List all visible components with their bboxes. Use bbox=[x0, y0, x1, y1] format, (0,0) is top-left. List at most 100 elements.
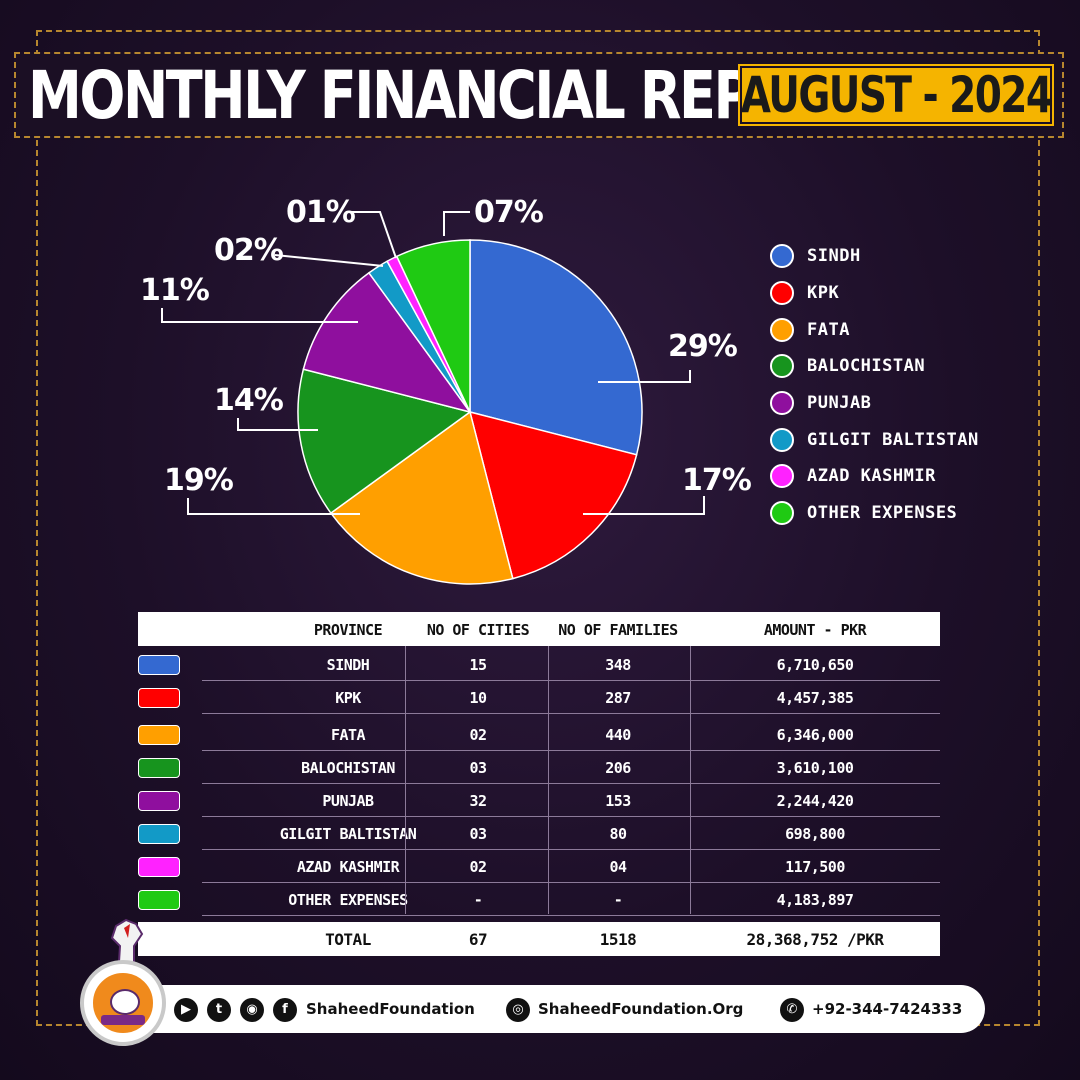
cell-cities: 15 bbox=[469, 656, 487, 674]
footer-bar: ▶ t ◉ f ShaheedFoundation ◎ ShaheedFound… bbox=[120, 985, 985, 1033]
header-cities: NO OF CITIES bbox=[426, 621, 530, 639]
legend-label: BALOCHISTAN bbox=[807, 356, 926, 377]
cell-families: 153 bbox=[605, 792, 631, 810]
legend-item: SINDH bbox=[770, 238, 979, 275]
globe-emblem-icon bbox=[110, 989, 140, 1015]
cell-amount: 4,183,897 bbox=[776, 891, 854, 909]
cell-amount: 6,710,650 bbox=[776, 656, 854, 674]
legend-swatch bbox=[770, 244, 794, 269]
table-row: SINDH 15 348 6,710,650 bbox=[138, 648, 940, 681]
row-divider bbox=[202, 849, 940, 850]
cell-province: FATA bbox=[330, 726, 366, 744]
row-divider bbox=[202, 680, 940, 681]
legend-swatch bbox=[770, 354, 794, 379]
leader-line bbox=[274, 254, 384, 267]
cell-cities: 02 bbox=[469, 858, 487, 876]
table-row: PUNJAB 32 153 2,244,420 bbox=[138, 784, 940, 817]
period-text: AUGUST - 2024 bbox=[740, 66, 1053, 124]
legend-swatch bbox=[770, 391, 794, 416]
slice-percent-label: 11% bbox=[140, 273, 210, 308]
slice-percent-label: 14% bbox=[214, 383, 284, 418]
slice-percent-label: 17% bbox=[682, 463, 752, 498]
cell-families: 348 bbox=[605, 656, 631, 674]
website-link[interactable]: ShaheedFoundation.Org bbox=[538, 1000, 744, 1018]
total-row: TOTAL 67 1518 28,368,752 /PKR bbox=[138, 922, 940, 956]
total-label: TOTAL bbox=[325, 930, 371, 949]
total-amount: 28,368,752 /PKR bbox=[746, 930, 885, 949]
cell-amount: 4,457,385 bbox=[776, 689, 854, 707]
cell-province: BALOCHISTAN bbox=[301, 759, 395, 777]
cell-cities: 03 bbox=[469, 825, 487, 843]
cell-amount: 698,800 bbox=[785, 825, 845, 843]
slice-percent-label: 02% bbox=[214, 233, 284, 268]
legend-label: AZAD KASHMIR bbox=[807, 466, 936, 487]
table-row: BALOCHISTAN 03 206 3,610,100 bbox=[138, 751, 940, 784]
leader-line bbox=[346, 211, 397, 259]
cell-amount: 117,500 bbox=[785, 858, 845, 876]
legend-swatch bbox=[770, 501, 794, 526]
row-divider bbox=[202, 750, 940, 751]
column-divider bbox=[405, 646, 406, 914]
pie-slice-kpk bbox=[468, 410, 638, 580]
leader-line bbox=[237, 418, 318, 431]
cell-cities: 02 bbox=[469, 726, 487, 744]
leader-line bbox=[161, 308, 358, 323]
row-color-swatch bbox=[138, 758, 180, 778]
cell-province: AZAD KASHMIR bbox=[296, 858, 400, 876]
legend-label: PUNJAB bbox=[807, 393, 872, 414]
legend-item: KPK bbox=[770, 275, 979, 312]
leader-line bbox=[187, 498, 360, 515]
row-color-swatch bbox=[138, 791, 180, 811]
pie-slice-punjab bbox=[302, 271, 472, 414]
header-province: PROVINCE bbox=[313, 621, 383, 639]
row-color-swatch bbox=[138, 725, 180, 745]
cell-province: PUNJAB bbox=[322, 792, 374, 810]
cell-amount: 6,346,000 bbox=[776, 726, 854, 744]
cell-families: - bbox=[613, 891, 623, 909]
cell-province: SINDH bbox=[326, 656, 370, 674]
pie-slice-fata bbox=[329, 410, 514, 585]
cell-cities: - bbox=[473, 891, 483, 909]
legend-item: FATA bbox=[770, 311, 979, 348]
legend-label: OTHER EXPENSES bbox=[807, 503, 958, 524]
leader-line bbox=[443, 211, 470, 236]
legend-swatch bbox=[770, 464, 794, 489]
total-cities: 67 bbox=[468, 930, 488, 949]
twitter-icon[interactable]: t bbox=[207, 998, 231, 1022]
table-row: FATA 02 440 6,346,000 bbox=[138, 718, 940, 751]
slice-percent-label: 01% bbox=[286, 195, 356, 230]
social-handle[interactable]: ShaheedFoundation bbox=[306, 1000, 475, 1018]
legend-item: BALOCHISTAN bbox=[770, 348, 979, 385]
period-badge: AUGUST - 2024 bbox=[738, 64, 1054, 126]
row-divider bbox=[202, 915, 940, 916]
legend-swatch bbox=[770, 427, 794, 452]
table-header: PROVINCE NO OF CITIES NO OF FAMILIES AMO… bbox=[138, 612, 940, 646]
slice-percent-label: 29% bbox=[668, 329, 738, 364]
pie-slice-sindh bbox=[469, 239, 643, 456]
leader-line bbox=[583, 496, 705, 515]
legend-label: SINDH bbox=[807, 246, 861, 267]
cell-families: 206 bbox=[605, 759, 631, 777]
facebook-icon[interactable]: f bbox=[273, 998, 297, 1022]
column-divider bbox=[690, 646, 691, 914]
legend-swatch bbox=[770, 317, 794, 342]
phone-number[interactable]: +92-344-7424333 bbox=[812, 1000, 963, 1018]
instagram-icon[interactable]: ◉ bbox=[240, 998, 264, 1022]
youtube-icon[interactable]: ▶ bbox=[174, 998, 198, 1022]
pie-slice-other-expenses bbox=[395, 239, 471, 413]
legend-item: PUNJAB bbox=[770, 385, 979, 422]
table-row: OTHER EXPENSES - - 4,183,897 bbox=[138, 883, 940, 916]
row-color-swatch bbox=[138, 890, 180, 910]
phone-icon: ✆ bbox=[780, 998, 804, 1022]
row-color-swatch bbox=[138, 824, 180, 844]
report-title: MONTHLY FINANCIAL REPORT bbox=[28, 57, 868, 134]
row-color-swatch bbox=[138, 857, 180, 877]
row-divider bbox=[202, 816, 940, 817]
foundation-logo bbox=[80, 960, 166, 1046]
total-families: 1518 bbox=[599, 930, 637, 949]
row-color-swatch bbox=[138, 655, 180, 675]
row-divider bbox=[202, 882, 940, 883]
legend-swatch bbox=[770, 281, 794, 306]
legend-item: GILGIT BALTISTAN bbox=[770, 421, 979, 458]
